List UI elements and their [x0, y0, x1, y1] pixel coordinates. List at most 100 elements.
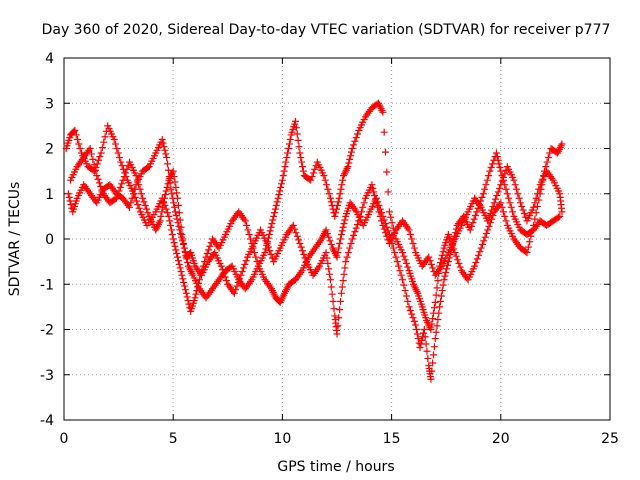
data-point-marker — [101, 133, 109, 141]
data-point-marker — [117, 158, 125, 166]
data-point-marker — [323, 254, 331, 262]
data-point-marker — [421, 333, 429, 341]
data-point-marker — [161, 191, 169, 199]
data-point-marker — [499, 208, 507, 216]
data-point-marker — [354, 130, 362, 138]
data-point-marker — [528, 227, 536, 235]
data-point-marker — [372, 199, 380, 207]
data-point-marker — [65, 193, 73, 201]
data-point-marker — [440, 276, 448, 284]
data-point-marker — [174, 202, 182, 210]
data-point-marker — [165, 212, 173, 220]
y-tick-label: -4 — [40, 413, 54, 429]
data-point-marker — [181, 244, 189, 252]
data-point-marker — [498, 203, 506, 211]
data-point-marker — [267, 250, 275, 258]
x-tick-label: 25 — [601, 431, 619, 447]
data-point-marker — [339, 223, 347, 231]
data-point-marker — [410, 244, 418, 252]
data-point-marker — [180, 240, 188, 248]
data-point-marker — [524, 243, 532, 251]
data-point-marker — [177, 230, 185, 238]
data-point-marker — [385, 208, 393, 216]
data-point-marker — [444, 230, 452, 238]
data-point-marker — [266, 247, 274, 255]
data-point-marker — [286, 135, 294, 143]
data-point-marker — [342, 258, 350, 266]
data-point-marker — [487, 164, 495, 172]
data-point-marker — [279, 172, 287, 180]
data-point-marker — [112, 194, 120, 202]
data-point-marker — [520, 210, 528, 218]
data-point-marker — [284, 149, 292, 157]
x-tick-label: 10 — [273, 431, 291, 447]
data-point-marker — [485, 222, 493, 230]
data-point-marker — [136, 185, 144, 193]
data-point-marker — [335, 314, 343, 322]
data-point-marker — [177, 223, 185, 231]
data-point-marker — [497, 199, 505, 207]
data-point-marker — [352, 224, 360, 232]
data-point-marker — [299, 167, 307, 175]
data-point-marker — [177, 268, 185, 276]
data-point-marker — [348, 145, 356, 152]
data-point-marker — [515, 194, 523, 202]
data-point-marker — [437, 292, 445, 300]
data-point-marker — [270, 212, 278, 220]
data-point-marker — [533, 190, 541, 198]
data-point-marker — [347, 240, 355, 248]
data-point-marker — [532, 194, 540, 202]
data-point-marker — [436, 303, 444, 311]
data-point-marker — [247, 235, 255, 243]
data-point-marker — [264, 243, 272, 251]
data-point-marker — [486, 210, 494, 218]
data-point-marker — [292, 124, 300, 132]
data-point-marker — [128, 194, 136, 202]
data-point-marker — [441, 272, 449, 280]
data-point-marker — [451, 249, 459, 257]
data-point-marker — [380, 128, 388, 136]
data-point-marker — [336, 306, 344, 314]
data-point-marker — [221, 273, 229, 281]
data-point-marker — [497, 181, 505, 189]
data-point-marker — [156, 217, 164, 225]
data-points — [62, 99, 566, 383]
y-tick-label: -2 — [40, 323, 54, 339]
data-point-marker — [181, 286, 189, 294]
data-point-marker — [222, 277, 230, 285]
data-point-marker — [333, 330, 341, 338]
data-point-marker — [482, 181, 490, 189]
data-point-marker — [74, 135, 82, 143]
data-point-marker — [114, 149, 122, 157]
data-point-marker — [172, 183, 180, 191]
data-point-marker — [338, 283, 346, 291]
data-point-marker — [278, 176, 286, 184]
data-point-marker — [343, 253, 351, 261]
data-point-marker — [164, 160, 172, 168]
data-point-marker — [473, 255, 481, 263]
y-tick-label: -3 — [40, 368, 54, 384]
data-point-marker — [100, 138, 108, 146]
data-point-marker — [297, 154, 305, 162]
data-point-marker — [336, 297, 344, 305]
data-point-marker — [428, 320, 436, 328]
data-point-marker — [480, 237, 488, 245]
data-point-marker — [479, 190, 487, 198]
data-point-marker — [506, 199, 514, 207]
data-point-marker — [492, 195, 500, 203]
data-point-marker — [531, 199, 539, 207]
data-point-marker — [94, 175, 102, 183]
data-point-marker — [328, 290, 336, 298]
data-point-marker — [168, 190, 176, 198]
data-point-marker — [233, 282, 241, 290]
data-point-marker — [397, 271, 405, 279]
data-point-marker — [263, 240, 271, 248]
data-point-marker — [220, 269, 228, 277]
data-point-marker — [359, 203, 367, 211]
data-point-marker — [485, 213, 493, 221]
data-point-marker — [444, 261, 452, 269]
data-point-marker — [285, 145, 293, 152]
data-point-marker — [483, 176, 491, 184]
data-point-marker — [243, 221, 251, 229]
data-point-marker — [344, 249, 352, 257]
